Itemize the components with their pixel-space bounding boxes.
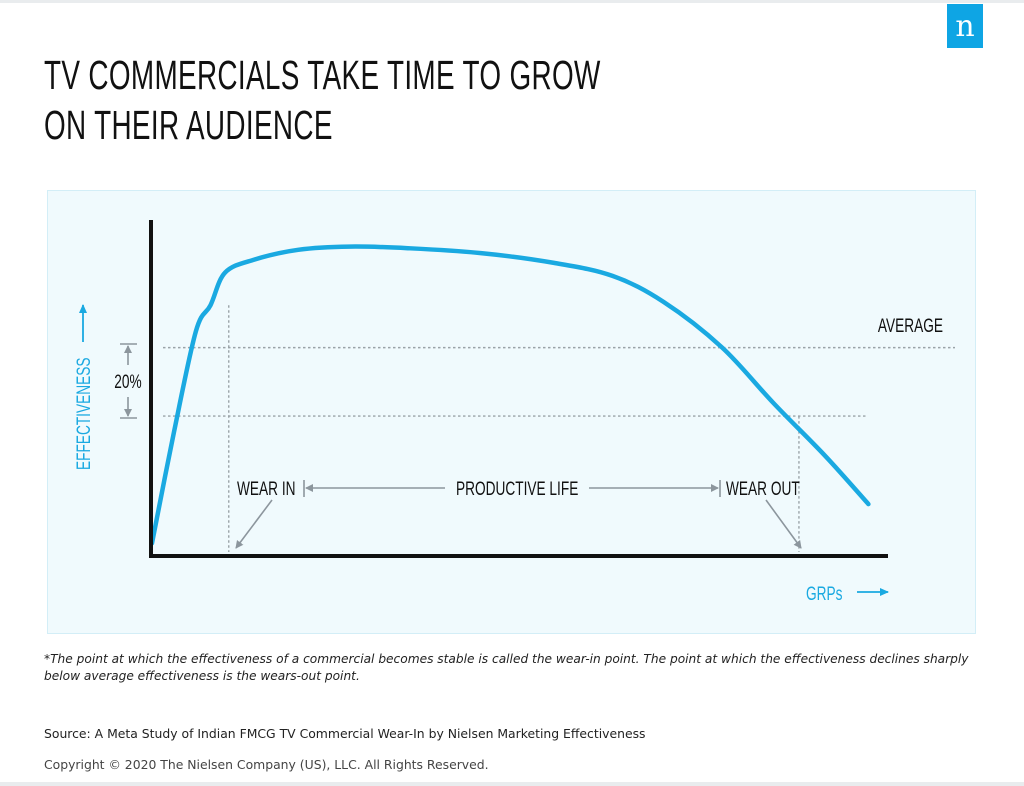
page-title: TV COMMERCIALS TAKE TIME TO GROW ON THEI… [44,50,601,150]
y-axis-label: EFFECTIVENESS [73,358,95,470]
y-axis-title: EFFECTIVENESS [73,304,95,470]
wear-out-label: WEAR OUT [726,478,800,500]
average-label: AVERAGE [878,315,943,337]
copyright-note: Copyright © 2020 The Nielsen Company (US… [44,757,489,772]
wear-out-pointer-arrow [765,499,802,549]
nielsen-logo-icon: n [947,4,983,48]
top-rule [0,0,1024,3]
wear-in-label: WEAR IN [237,478,296,500]
footnote: *The point at which the effectiveness of… [44,652,969,683]
title-line-2: ON THEIR AUDIENCE [44,102,333,148]
x-axis-label: GRPs [806,583,842,605]
productive-life-label: PRODUCTIVE LIFE [456,478,578,500]
effectiveness-curve [149,244,871,546]
wear-in-pointer-arrow [235,499,273,549]
twenty-percent-bracket: 20% [114,343,142,419]
twenty-percent-label: 20% [114,371,142,393]
chart-panel [47,190,976,634]
source-note: Source: A Meta Study of Indian FMCG TV C… [44,726,646,741]
title-line-1: TV COMMERCIALS TAKE TIME TO GROW [44,52,601,98]
bottom-rule [0,782,1024,786]
